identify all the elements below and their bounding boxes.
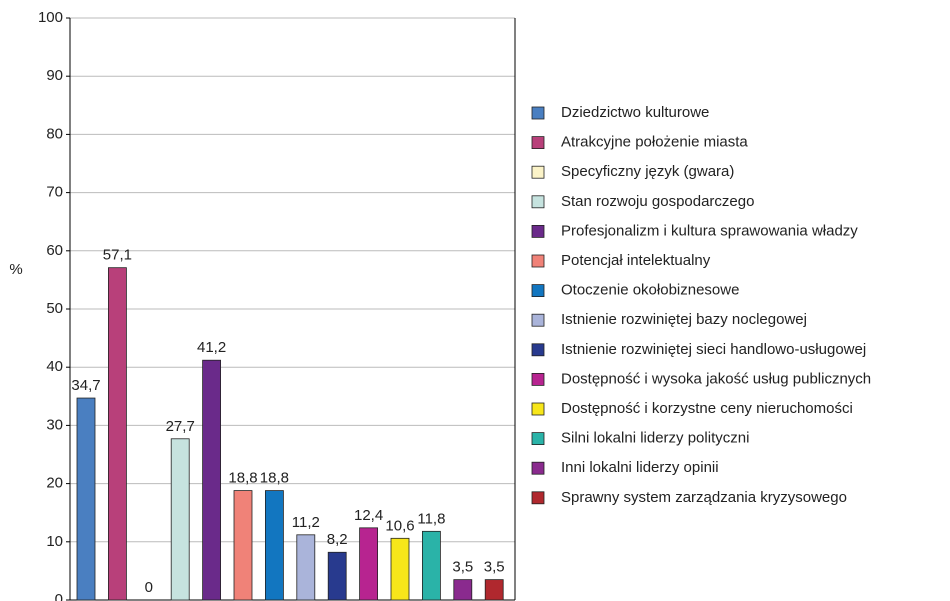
bar — [390, 537, 410, 601]
legend-swatch — [531, 106, 545, 120]
bar — [76, 397, 96, 601]
y-tick-label: 10 — [46, 533, 63, 550]
bar — [233, 490, 253, 601]
legend-swatch — [531, 343, 545, 357]
value-label: 27,7 — [166, 418, 195, 435]
legend-swatch — [531, 491, 545, 505]
legend-label: Profesjonalizm i kultura sprawowania wła… — [561, 222, 858, 239]
legend-swatch — [531, 432, 545, 446]
y-tick-label: 20 — [46, 475, 63, 492]
legend-swatch — [531, 195, 545, 209]
bar — [484, 579, 504, 601]
y-tick-label: 100 — [38, 9, 63, 26]
legend-label: Dziedzictwo kulturowe — [561, 104, 709, 121]
bar — [170, 438, 190, 601]
legend-swatch — [531, 165, 545, 179]
value-label: 0 — [145, 579, 153, 596]
y-tick-label: 30 — [46, 416, 63, 433]
legend-label: Potencjał intelektualny — [561, 252, 711, 269]
legend-label: Specyficzny język (gwara) — [561, 163, 734, 180]
bar — [202, 359, 222, 601]
value-label: 11,2 — [292, 514, 320, 531]
legend-label: Istnienie rozwiniętej bazy noclegowej — [561, 311, 807, 328]
legend-label: Silni lokalni liderzy polityczni — [561, 430, 749, 447]
legend-swatch — [531, 224, 545, 238]
y-tick-label: 60 — [46, 242, 63, 259]
legend-label: Inni lokalni liderzy opinii — [561, 459, 719, 476]
value-label: 18,8 — [260, 470, 289, 487]
value-label: 3,5 — [452, 559, 473, 576]
legend-label: Atrakcyjne położenie miasta — [561, 134, 748, 151]
y-tick-label: 40 — [46, 358, 63, 375]
bar — [108, 267, 127, 601]
value-label: 3,5 — [484, 559, 505, 576]
legend-label: Otoczenie okołobiznesowe — [561, 282, 739, 299]
bar — [359, 527, 379, 601]
value-label: 8,2 — [327, 531, 348, 548]
legend-swatch — [531, 254, 545, 268]
y-tick-label: 70 — [46, 184, 63, 201]
legend-label: Dostępność i wysoka jakość usług publicz… — [561, 370, 871, 387]
legend-swatch — [531, 136, 545, 150]
value-label: 10,6 — [385, 517, 414, 534]
legend-label: Istnienie rozwiniętej sieci handlowo-usł… — [561, 341, 866, 358]
value-label: 18,8 — [228, 470, 257, 487]
legend-swatch — [531, 402, 545, 416]
y-tick-label: 50 — [46, 300, 63, 317]
value-label: 57,1 — [103, 247, 132, 264]
bar — [296, 534, 316, 601]
y-axis-label: % — [9, 261, 22, 278]
legend-swatch — [531, 372, 545, 386]
value-label: 34,7 — [71, 377, 100, 394]
legend-swatch — [531, 313, 545, 327]
y-tick-label: 0 — [55, 591, 63, 601]
bar — [453, 579, 473, 601]
bar — [327, 551, 347, 601]
legend-label: Stan rozwoju gospodarczego — [561, 193, 754, 210]
bar — [264, 490, 284, 601]
legend-swatch — [531, 284, 545, 298]
y-tick-label: 80 — [46, 125, 63, 142]
value-label: 12,4 — [354, 507, 383, 524]
value-label: 11,8 — [417, 510, 445, 527]
legend-label: Dostępność i korzystne ceny nieruchomośc… — [561, 400, 853, 417]
value-label: 41,2 — [197, 339, 226, 356]
bar — [421, 530, 441, 601]
y-tick-label: 90 — [46, 67, 63, 84]
legend-swatch — [531, 461, 545, 475]
legend-label: Sprawny system zarządzania kryzysowego — [561, 489, 847, 506]
